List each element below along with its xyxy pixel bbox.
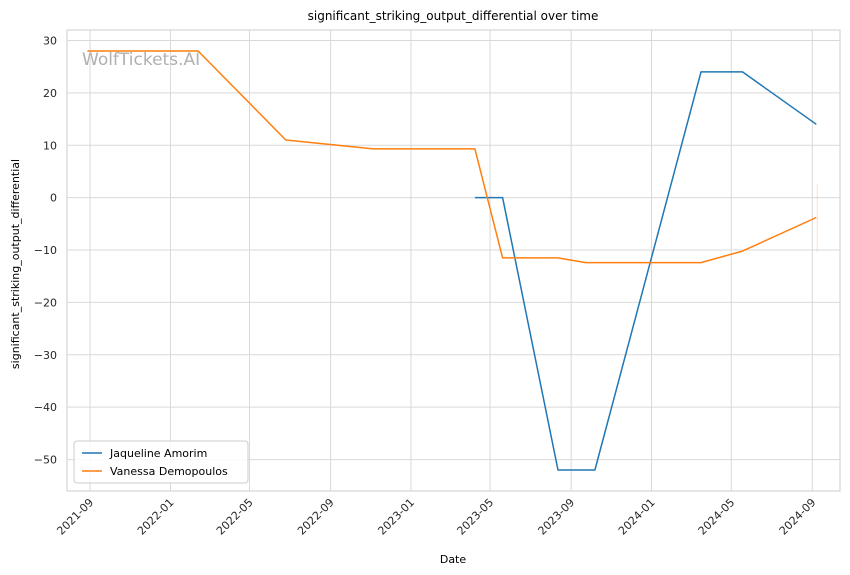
- series-lines: [87, 50, 818, 471]
- legend: Jaqueline Amorim Vanessa Demopoulos: [73, 440, 249, 484]
- y-tick-label: 20: [43, 87, 57, 100]
- y-tick-label: −30: [34, 349, 57, 362]
- x-axis-label: Date: [440, 553, 467, 566]
- x-tick-label: 2023-05: [454, 496, 496, 538]
- y-tick-label: −50: [34, 454, 57, 467]
- x-tick-label: 2022-09: [295, 496, 337, 538]
- grid: [66, 29, 841, 492]
- x-tick-label: 2021-09: [54, 496, 96, 538]
- watermark: WolfTickets.AI: [82, 50, 200, 70]
- y-tick-label: 0: [50, 192, 57, 205]
- x-tick-label: 2024-01: [616, 496, 658, 538]
- x-tick-label: 2023-01: [375, 496, 417, 538]
- x-tick-label: 2024-09: [777, 496, 819, 538]
- chart-title: significant_striking_output_differential…: [308, 9, 599, 23]
- x-tick-label: 2022-01: [135, 496, 177, 538]
- y-tick-label: 30: [43, 34, 57, 47]
- series-line-1: [87, 50, 817, 264]
- x-tick-label: 2023-09: [536, 496, 578, 538]
- legend-label-0: Jaqueline Amorim: [109, 447, 207, 460]
- plot-area: [66, 29, 841, 492]
- y-tick-label: −20: [34, 296, 57, 309]
- x-tick-label: 2024-05: [696, 496, 738, 538]
- legend-label-1: Vanessa Demopoulos: [110, 465, 228, 478]
- y-tick-label: 10: [43, 139, 57, 152]
- y-tick-label: −40: [34, 401, 57, 414]
- x-tick-label: 2022-05: [214, 496, 256, 538]
- y-axis-label: significant_striking_output_differential: [9, 159, 22, 369]
- legend-box: [73, 440, 249, 484]
- y-tick-label: −10: [34, 244, 57, 257]
- series-line-0: [474, 71, 817, 471]
